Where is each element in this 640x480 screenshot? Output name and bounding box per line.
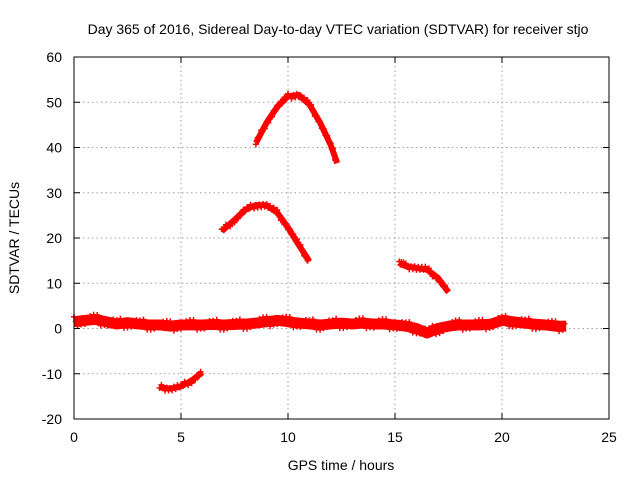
series-arc-lower <box>218 200 312 264</box>
y-axis-title: SDTVAR / TECUs <box>6 182 22 294</box>
y-tick-label: 50 <box>46 94 62 110</box>
y-tick-label: -20 <box>42 411 62 427</box>
x-tick-label: 25 <box>601 429 617 445</box>
x-tick-label: 10 <box>280 429 296 445</box>
series-segment-late <box>396 258 451 295</box>
series-segment-negative <box>156 368 205 394</box>
y-tick-label: 60 <box>46 49 62 65</box>
y-tick-label: 30 <box>46 185 62 201</box>
series-arc-upper <box>252 90 341 165</box>
grid-lines <box>74 57 609 419</box>
x-tick-label: 20 <box>494 429 510 445</box>
x-tick-label: 0 <box>70 429 78 445</box>
data-series <box>71 90 568 394</box>
y-tick-label: 10 <box>46 275 62 291</box>
axis-ticks: 0 5 10 15 20 25 -20 -10 0 10 20 30 40 50 60 <box>42 49 617 445</box>
x-axis-title: GPS time / hours <box>288 457 395 473</box>
y-tick-label: 20 <box>46 230 62 246</box>
y-tick-label: 0 <box>54 321 62 337</box>
series-band <box>219 202 312 264</box>
y-tick-label: -10 <box>42 366 62 382</box>
y-tick-label: 40 <box>46 140 62 156</box>
chart-title: Day 365 of 2016, Sidereal Day-to-day VTE… <box>88 21 589 37</box>
x-tick-label: 15 <box>387 429 403 445</box>
series-baseline <box>71 311 568 339</box>
x-tick-label: 5 <box>177 429 185 445</box>
